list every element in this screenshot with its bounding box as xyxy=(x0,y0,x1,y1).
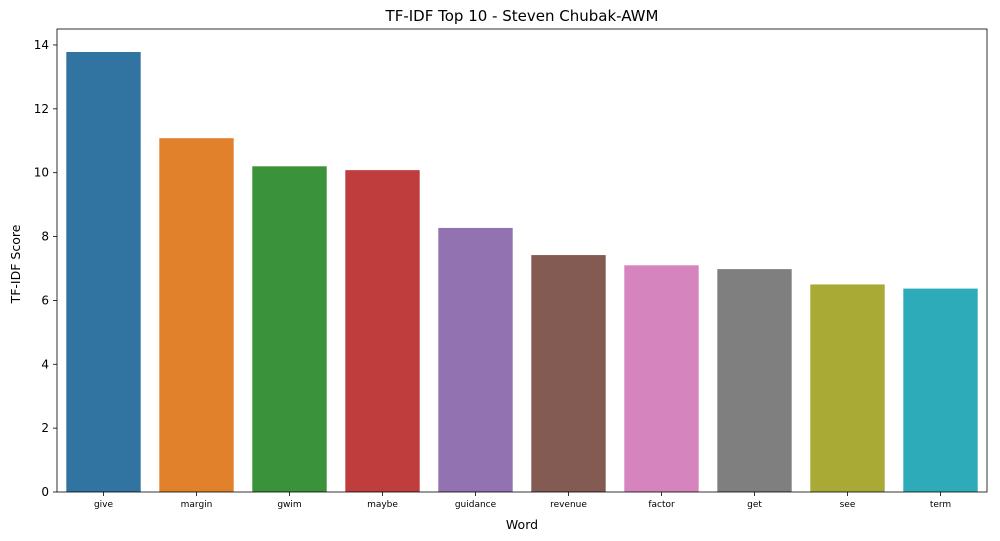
bar-guidance xyxy=(438,227,513,492)
plot-frame xyxy=(56,28,988,493)
x-tick-label: guidance xyxy=(455,500,497,510)
x-tick-label: see xyxy=(840,500,856,510)
y-axis-label: TF-IDF Score xyxy=(8,224,23,304)
y-tick-label: 14 xyxy=(34,38,49,52)
bar-margin xyxy=(159,138,234,492)
x-axis-label: Word xyxy=(506,517,538,532)
x-axis-ticks: give margin gwim maybe guidance revenue factor… xyxy=(94,492,951,510)
x-tick-label: maybe xyxy=(367,500,398,510)
y-tick-label: 12 xyxy=(34,102,49,116)
bars-group xyxy=(66,51,978,492)
x-tick-label: margin xyxy=(181,500,213,510)
x-tick-label: give xyxy=(94,500,114,510)
bar-revenue xyxy=(531,255,606,492)
y-tick-label: 2 xyxy=(41,421,49,435)
bar-get xyxy=(717,269,792,492)
chart-title: TF-IDF Top 10 - Steven Chubak-AWM xyxy=(385,7,659,25)
x-tick-label: revenue xyxy=(550,500,587,510)
bar-see xyxy=(810,284,885,492)
bar-factor xyxy=(624,265,699,492)
y-tick-label: 0 xyxy=(41,485,49,499)
bar-maybe xyxy=(345,170,420,492)
y-tick-label: 8 xyxy=(41,230,49,244)
bar-term xyxy=(903,288,978,492)
y-tick-label: 4 xyxy=(41,357,49,371)
x-tick-label: factor xyxy=(648,500,675,510)
y-axis-ticks: 0 2 4 6 8 10 12 14 xyxy=(34,38,57,499)
y-tick-label: 10 xyxy=(34,166,49,180)
y-tick-label: 6 xyxy=(41,293,49,307)
x-tick-label: gwim xyxy=(277,500,301,510)
bar-give xyxy=(66,51,141,492)
x-tick-label: term xyxy=(930,500,951,510)
x-tick-label: get xyxy=(747,500,762,510)
bar-gwim xyxy=(252,166,327,492)
